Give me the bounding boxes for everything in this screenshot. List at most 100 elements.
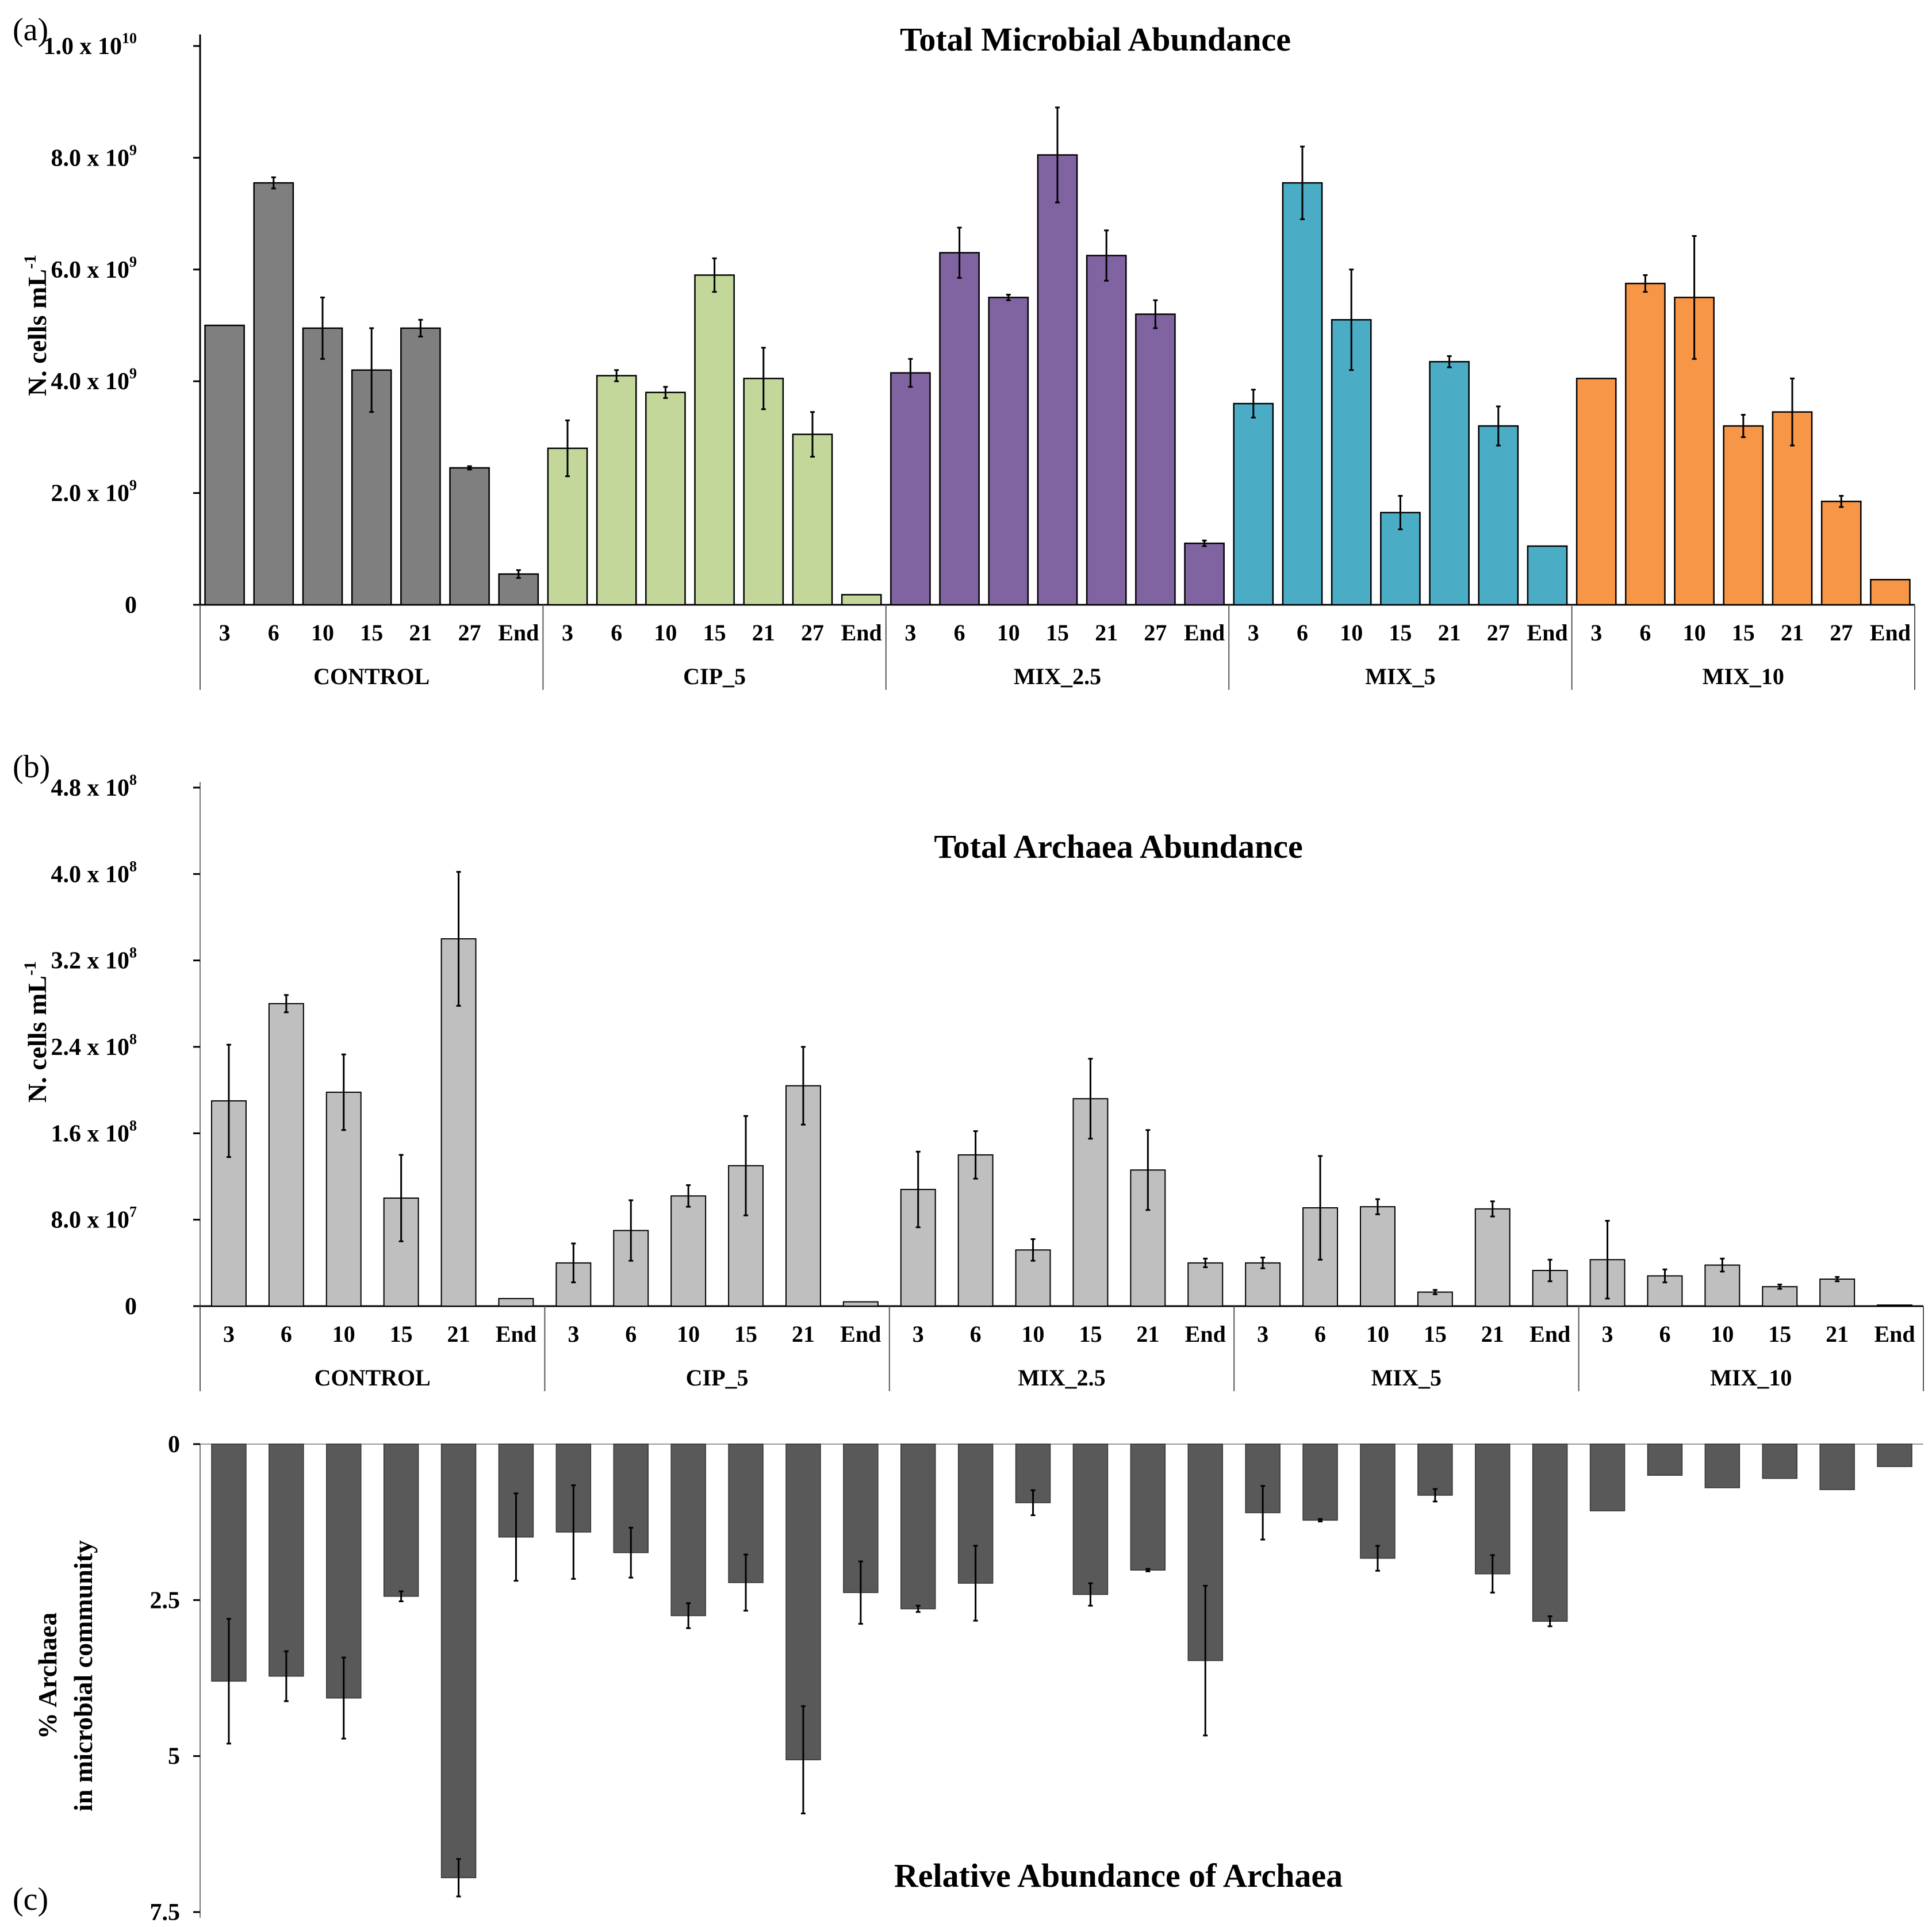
chart-c-bar: [1762, 1444, 1797, 1479]
chart-a-bar: [1086, 255, 1127, 606]
chart-a-x-tick-label: 21: [1781, 620, 1804, 646]
chart-b-bar: [1819, 1279, 1856, 1307]
chart-a-bar: [1135, 313, 1176, 606]
chart-c-bar: [383, 1444, 419, 1597]
chart-b-y-tick-label: 0: [125, 1293, 137, 1320]
chart-c-bar: [1072, 1444, 1109, 1595]
chart-c-ylabel: % Archaea: [33, 1613, 62, 1739]
chart-a-bar: [1478, 425, 1519, 606]
chart-b-x-tick-label: 6: [1314, 1321, 1326, 1347]
chart-b-x-tick-label: End: [1874, 1321, 1915, 1347]
chart-b-x-tick-label: End: [840, 1321, 881, 1347]
chart-a-x-tick-label: 10: [1340, 620, 1363, 646]
chart-b-x-tick-label: End: [496, 1321, 536, 1347]
chart-b-x-tick-label: 15: [734, 1321, 757, 1347]
chart-a-x-tick-label: 21: [1095, 620, 1118, 646]
chart-b-x-tick-label: End: [1185, 1321, 1226, 1347]
chart-b-bar: [210, 1100, 247, 1307]
chart-a-x-tick-label: 21: [752, 620, 775, 646]
chart-a-x-tick-label: 6: [1297, 620, 1308, 646]
chart-a-x-tick-label: 10: [997, 620, 1020, 646]
chart-b-x-tick-label: 3: [568, 1321, 579, 1347]
chart-b-group-label: MIX_2.5: [1018, 1365, 1105, 1391]
chart-b-x-tick-label: 3: [223, 1321, 235, 1347]
chart-b-y-tick-label: 2.4 x 108: [51, 1031, 137, 1061]
chart-a-y-tick-label: 0: [125, 592, 137, 619]
panel-label-b: (b): [13, 749, 50, 785]
chart-a-bar: [1184, 542, 1225, 606]
chart-b-bar: [1245, 1262, 1281, 1307]
chart-a-x-tick-label: 15: [1732, 620, 1755, 646]
chart-a-x-tick-label: 3: [562, 620, 573, 646]
chart-a-x-tick-label: 6: [954, 620, 965, 646]
chart-a-x-tick-label: 15: [1046, 620, 1069, 646]
chart-a-group-label: MIX_5: [1365, 663, 1435, 689]
chart-a-y-tick-label: 8.0 x 109: [51, 141, 137, 171]
chart-c-bar: [498, 1444, 534, 1538]
chart-b-x-tick-label: 3: [1602, 1321, 1613, 1347]
chart-b-x-tick-label: 10: [1022, 1321, 1045, 1347]
chart-b-ylabel: N. cells mL-1: [21, 961, 52, 1103]
chart-b-x-tick-label: 15: [1424, 1321, 1447, 1347]
chart-b-y-tick-label: 1.6 x 108: [51, 1117, 137, 1147]
chart-a-bar: [498, 573, 539, 606]
chart-a-bar: [449, 467, 490, 606]
chart-b-group-label: CONTROL: [315, 1365, 431, 1391]
chart-c-bar: [1417, 1444, 1453, 1496]
chart-b-y-tick-label: 4.8 x 108: [51, 771, 137, 801]
chart-b-x-tick-label: 6: [625, 1321, 637, 1347]
chart-b-bar: [1704, 1264, 1741, 1307]
chart-b-x-tick-label: 15: [390, 1321, 413, 1347]
chart-b-bar: [268, 1003, 304, 1307]
chart-a-bar: [400, 327, 441, 606]
chart-a-x-tick-label: 6: [268, 620, 279, 646]
chart-a-x-tick-label: 27: [1144, 620, 1167, 646]
chart-a-x-tick-label: End: [498, 620, 539, 646]
chart-b-bar: [1187, 1262, 1224, 1307]
chart-a-y-tick-label: 2.0 x 109: [51, 477, 137, 507]
chart-c-bar: [1360, 1444, 1396, 1559]
chart-b-x-tick-label: 21: [1136, 1321, 1159, 1347]
chart-b-x-tick-label: 15: [1768, 1321, 1791, 1347]
chart-c-ylabel: in microbial community: [68, 1540, 98, 1811]
chart-a-bar: [988, 297, 1029, 606]
chart-a-bar: [596, 375, 637, 606]
chart-a-x-tick-label: 27: [801, 620, 824, 646]
chart-b-x-tick-label: 21: [1481, 1321, 1504, 1347]
chart-a-x-tick-label: 10: [1683, 620, 1706, 646]
chart-b-bar: [842, 1301, 879, 1307]
chart-c-y-tick-label: 0: [168, 1431, 180, 1458]
chart-a-x-tick-label: 3: [1248, 620, 1259, 646]
chart-a-bar: [743, 378, 784, 606]
chart-a-x-tick-label: 27: [458, 620, 481, 646]
chart-a-ylabel: N. cells mL-1: [21, 255, 52, 396]
chart-c-bar: [1532, 1444, 1568, 1622]
chart-a-x-tick-label: 6: [611, 620, 622, 646]
chart-a-x-tick-label: 21: [409, 620, 432, 646]
chart-a-bar: [645, 391, 686, 606]
chart-a-x-tick-label: 15: [360, 620, 383, 646]
chart-a-bar: [1233, 402, 1274, 606]
chart-a-bar: [253, 182, 294, 606]
chart-a-bar: [939, 252, 980, 606]
chart-b-bar: [1359, 1206, 1396, 1307]
chart-c-bar: [1704, 1444, 1741, 1488]
chart-a-x-tick-label: 3: [219, 620, 231, 646]
chart-b-x-tick-label: 10: [1711, 1321, 1734, 1347]
chart-c-y-tick-label: 7.5: [150, 1899, 181, 1926]
chart-a-x-tick-label: 10: [654, 620, 677, 646]
chart-c-bar: [326, 1444, 362, 1699]
chart-b-x-tick-label: 10: [677, 1321, 700, 1347]
chart-a-bar: [1037, 154, 1078, 606]
chart-b-x-tick-label: 3: [913, 1321, 924, 1347]
chart-b-title: Total Archaea Abundance: [934, 828, 1302, 865]
chart-a-x-tick-label: 27: [1487, 620, 1510, 646]
chart-b-x-tick-label: 6: [281, 1321, 292, 1347]
chart-a-x-tick-label: End: [1184, 620, 1225, 646]
chart-b-x-tick-label: 6: [1659, 1321, 1670, 1347]
chart-a-bar: [1820, 500, 1862, 606]
chart-b-y-tick-label: 8.0 x 107: [51, 1204, 137, 1234]
chart-c-bar: [1877, 1444, 1912, 1467]
chart-c-bar: [670, 1444, 706, 1617]
chart-b-bar: [1474, 1208, 1511, 1307]
